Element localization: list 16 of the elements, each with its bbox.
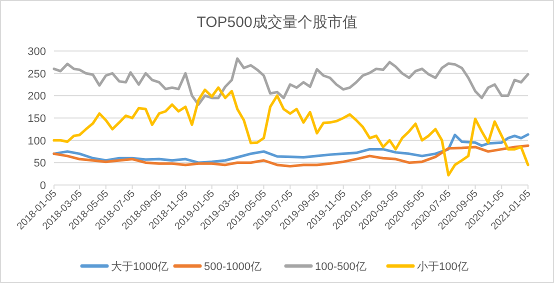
line-series: [52, 133, 530, 164]
y-tick-label: 200: [28, 90, 46, 103]
y-tick-label: 250: [28, 68, 46, 80]
line-series: [52, 57, 530, 106]
legend-label: 500-1000亿: [204, 261, 262, 273]
chart-title: TOP500成交量个股市值: [196, 14, 358, 31]
y-tick-label: 150: [28, 113, 46, 125]
legend-label: 小于100亿: [417, 260, 468, 273]
line-series: [52, 144, 530, 168]
line-series: [52, 86, 530, 176]
y-tick-label: 300: [28, 46, 46, 58]
y-tick-label: 0: [40, 180, 46, 192]
y-tick-label: 50: [34, 158, 46, 170]
legend-label: 100-500亿: [315, 261, 366, 273]
legend-label: 大于1000亿: [111, 260, 168, 273]
y-tick-label: 100: [28, 135, 46, 148]
